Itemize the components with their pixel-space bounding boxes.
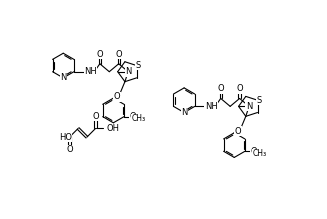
Text: N: N <box>125 67 131 76</box>
Text: S: S <box>256 96 262 105</box>
Text: O: O <box>92 112 99 121</box>
Text: CH₃: CH₃ <box>131 115 146 124</box>
Text: N: N <box>246 102 252 111</box>
Text: N: N <box>60 73 66 82</box>
Text: O: O <box>217 84 224 93</box>
Text: O: O <box>250 147 257 156</box>
Text: O: O <box>114 92 121 101</box>
Text: HO: HO <box>59 133 72 142</box>
Text: NH: NH <box>84 67 97 76</box>
Text: O: O <box>129 112 136 121</box>
Text: NH: NH <box>205 102 218 111</box>
Text: S: S <box>135 61 141 70</box>
Text: O: O <box>235 127 241 136</box>
Text: N: N <box>181 108 187 117</box>
Text: O: O <box>96 49 103 59</box>
Text: O: O <box>236 84 243 93</box>
Text: O: O <box>66 145 73 154</box>
Text: O: O <box>115 49 122 59</box>
Text: CH₃: CH₃ <box>252 149 267 158</box>
Text: OH: OH <box>106 124 119 133</box>
